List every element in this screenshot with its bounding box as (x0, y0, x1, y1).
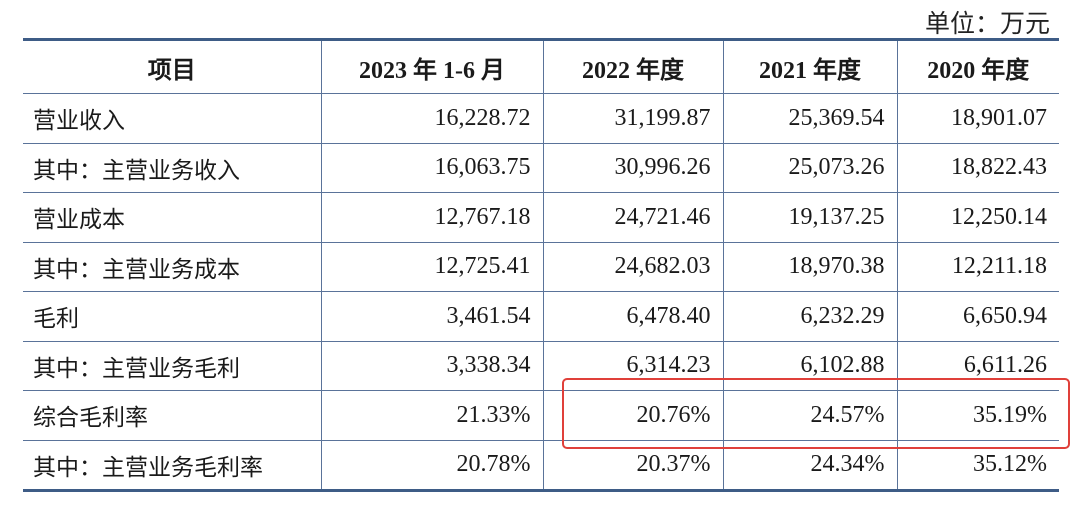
cell-value: 6,611.26 (896, 340, 1059, 391)
cell-value: 25,369.54 (722, 93, 897, 143)
cell-value: 16,063.75 (320, 142, 543, 193)
cell-value: 20.76% (542, 390, 723, 440)
cell-value: 3,338.34 (320, 340, 543, 391)
unit-label: 单位：万元 (924, 11, 1050, 38)
financial-table: 项目 2023 年 1-6 月 2022 年度 2021 年度 2020 年度 … (23, 38, 1059, 492)
table-row: 其中：主营业务收入 16,063.75 30,996.26 25,073.26 … (23, 142, 1059, 193)
row-label: 其中：主营业务成本 (23, 241, 321, 292)
cell-value: 6,478.40 (542, 291, 723, 341)
header-2020: 2020 年度 (896, 39, 1059, 94)
row-label: 毛利 (23, 291, 321, 341)
table-row: 综合毛利率 21.33% 20.76% 24.57% 35.19% (23, 390, 1059, 440)
table-row: 其中：主营业务毛利 3,338.34 6,314.23 6,102.88 6,6… (23, 340, 1059, 391)
cell-value: 16,228.72 (320, 93, 543, 143)
row-label: 营业成本 (23, 192, 321, 242)
cell-value: 12,767.18 (320, 192, 543, 242)
cell-value: 12,211.18 (896, 241, 1059, 292)
cell-value: 21.33% (320, 390, 543, 440)
row-label: 综合毛利率 (23, 390, 321, 440)
cell-value: 35.12% (896, 439, 1059, 491)
table-row: 其中：主营业务成本 12,725.41 24,682.03 18,970.38 … (23, 241, 1059, 292)
table-row: 毛利 3,461.54 6,478.40 6,232.29 6,650.94 (23, 291, 1059, 341)
table-row: 其中：主营业务毛利率 20.78% 20.37% 24.34% 35.12% (23, 439, 1059, 491)
table-row: 营业收入 16,228.72 31,199.87 25,369.54 18,90… (23, 93, 1059, 143)
cell-value: 6,102.88 (722, 340, 897, 391)
row-label: 其中：主营业务毛利率 (23, 439, 321, 491)
header-2021: 2021 年度 (722, 39, 897, 94)
cell-value: 25,073.26 (722, 142, 897, 193)
cell-value: 18,901.07 (896, 93, 1059, 143)
row-label: 其中：主营业务收入 (23, 142, 321, 193)
cell-value: 3,461.54 (320, 291, 543, 341)
cell-value: 20.37% (542, 439, 723, 491)
header-2022: 2022 年度 (542, 39, 723, 94)
cell-value: 24.34% (722, 439, 897, 491)
cell-value: 24,682.03 (542, 241, 723, 292)
table-row: 营业成本 12,767.18 24,721.46 19,137.25 12,25… (23, 192, 1059, 242)
cell-value: 30,996.26 (542, 142, 723, 193)
header-item: 项目 (23, 39, 321, 94)
header-row: 项目 2023 年 1-6 月 2022 年度 2021 年度 2020 年度 (23, 39, 1059, 94)
cell-value: 12,250.14 (896, 192, 1059, 242)
header-2023h1: 2023 年 1-6 月 (320, 39, 543, 94)
cell-value: 18,970.38 (722, 241, 897, 292)
cell-value: 6,232.29 (722, 291, 897, 341)
cell-value: 35.19% (896, 390, 1059, 440)
row-label: 营业收入 (23, 93, 321, 143)
cell-value: 20.78% (320, 439, 543, 491)
cell-value: 31,199.87 (542, 93, 723, 143)
cell-value: 19,137.25 (722, 192, 897, 242)
cell-value: 6,314.23 (542, 340, 723, 391)
cell-value: 18,822.43 (896, 142, 1059, 193)
cell-value: 24,721.46 (542, 192, 723, 242)
row-label: 其中：主营业务毛利 (23, 340, 321, 391)
cell-value: 12,725.41 (320, 241, 543, 292)
cell-value: 6,650.94 (896, 291, 1059, 341)
cell-value: 24.57% (722, 390, 897, 440)
